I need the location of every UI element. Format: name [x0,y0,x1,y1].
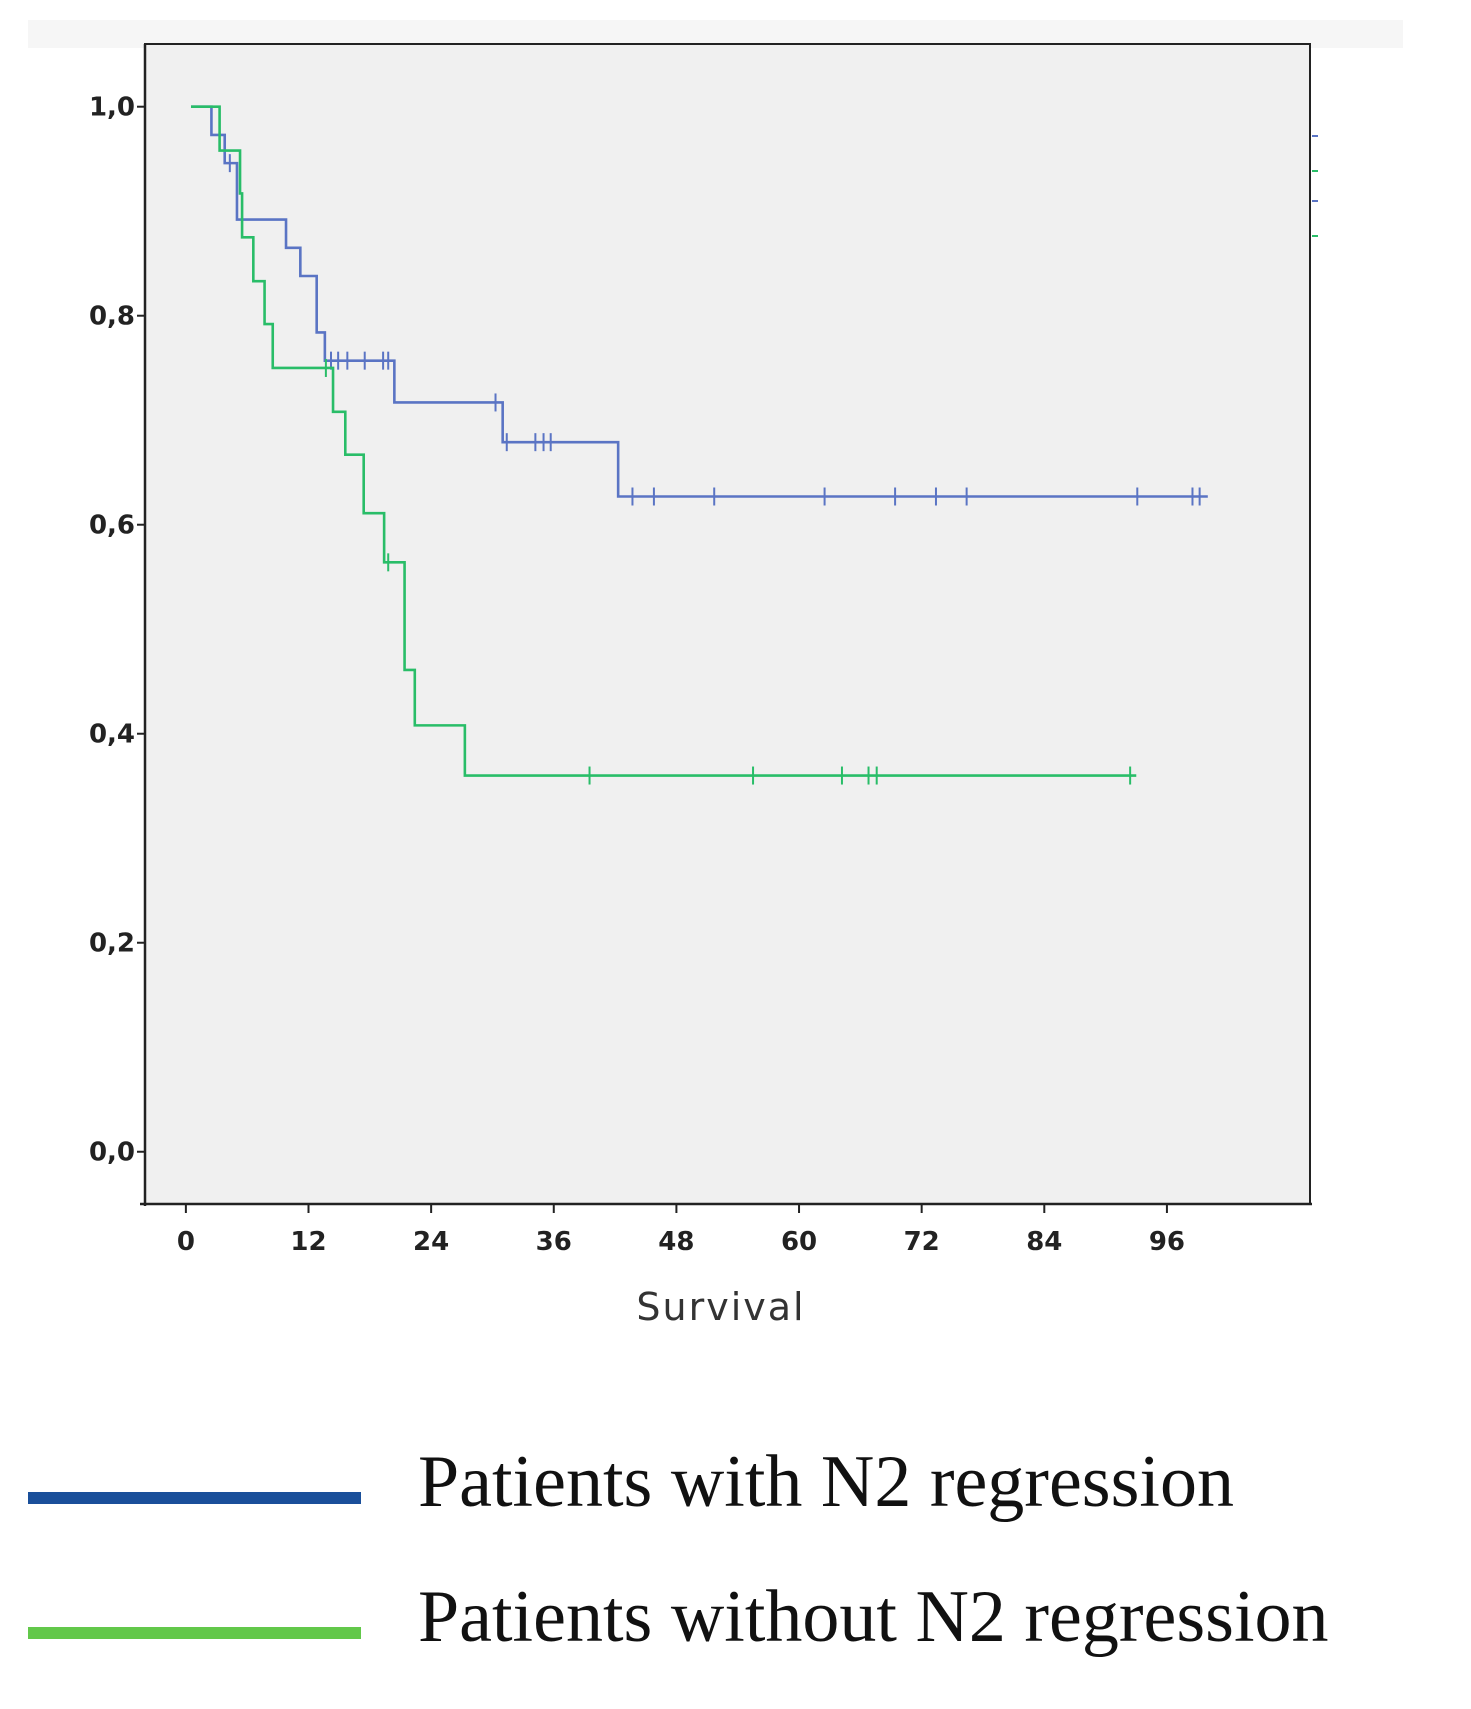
legend-label-with-regression: Patients with N2 regression [418,1441,1234,1523]
series-with-regression [190,105,1208,506]
legend-swatch-with-regression [28,1492,361,1504]
survival-curve [190,105,1208,498]
x-tick-label: 24 [413,1227,449,1257]
x-tick-label: 12 [290,1227,326,1257]
legend-swatch-without-regression [28,1627,361,1639]
plot-area [144,43,1311,1205]
x-tick-label: 48 [658,1227,694,1257]
x-tick-label: 72 [904,1227,940,1257]
x-tick-label: 0 [177,1227,195,1257]
y-tick-label: 0,8 [89,302,135,332]
y-tick-label: 0,6 [89,511,135,541]
legend-label-without-regression: Patients without N2 regression [418,1576,1329,1658]
survival-curve [190,105,1137,777]
y-tick-label: 0,0 [89,1138,135,1168]
x-tick-label: 60 [781,1227,817,1257]
series-layer [190,105,1208,785]
right-edge-markers [1312,135,1318,237]
y-tick-label: 0,2 [89,929,135,959]
y-tick-label: 1,0 [89,93,135,123]
y-tick-label: 0,4 [89,720,135,750]
x-tick-label: 84 [1026,1227,1062,1257]
y-axis-ticks: 0,0 0,2 0,4 0,6 0,8 1,0 [89,93,145,1168]
x-tick-label: 36 [536,1227,572,1257]
series-without-regression [190,105,1137,785]
x-tick-label: 96 [1149,1227,1185,1257]
x-axis-ticks: 0 12 24 36 48 60 72 84 96 [177,1204,1185,1257]
x-axis-title: Survival [636,1285,805,1329]
